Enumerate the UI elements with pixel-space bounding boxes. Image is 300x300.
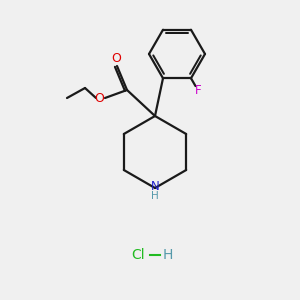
Text: H: H xyxy=(151,191,159,201)
Text: O: O xyxy=(94,92,104,104)
Text: Cl: Cl xyxy=(131,248,145,262)
Text: F: F xyxy=(195,84,201,97)
Text: H: H xyxy=(163,248,173,262)
Text: N: N xyxy=(151,180,159,193)
Text: O: O xyxy=(111,52,121,65)
